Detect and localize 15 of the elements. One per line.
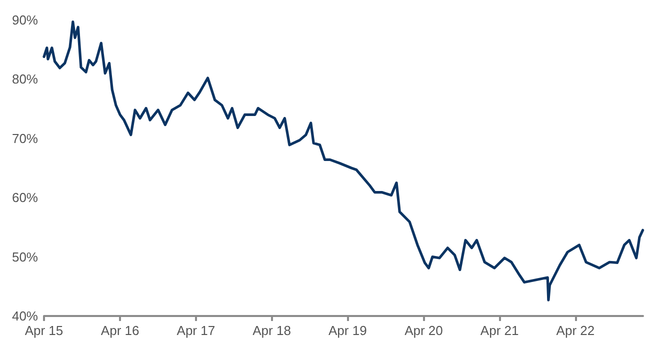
- x-tick-label: Apr 19: [328, 323, 367, 338]
- x-tick-label: Apr 17: [176, 323, 216, 338]
- y-tick-label: 70%: [12, 130, 38, 146]
- x-tick-label: Apr 18: [252, 323, 291, 338]
- y-tick-label: 50%: [12, 249, 38, 264]
- line-series: [42, 20, 644, 302]
- y-tick-label: 80%: [12, 72, 38, 87]
- y-tick-label: 60%: [12, 190, 38, 206]
- x-tick-label: Apr 20: [404, 323, 443, 338]
- x-tick-label: Apr 22: [556, 323, 595, 338]
- x-tick-label: Apr 16: [100, 323, 140, 338]
- y-tick-label: 40%: [12, 308, 38, 324]
- y-tick-label: 90%: [12, 12, 38, 28]
- x-tick-label: Apr 21: [480, 323, 519, 338]
- x-tick-label: Apr 15: [24, 323, 64, 338]
